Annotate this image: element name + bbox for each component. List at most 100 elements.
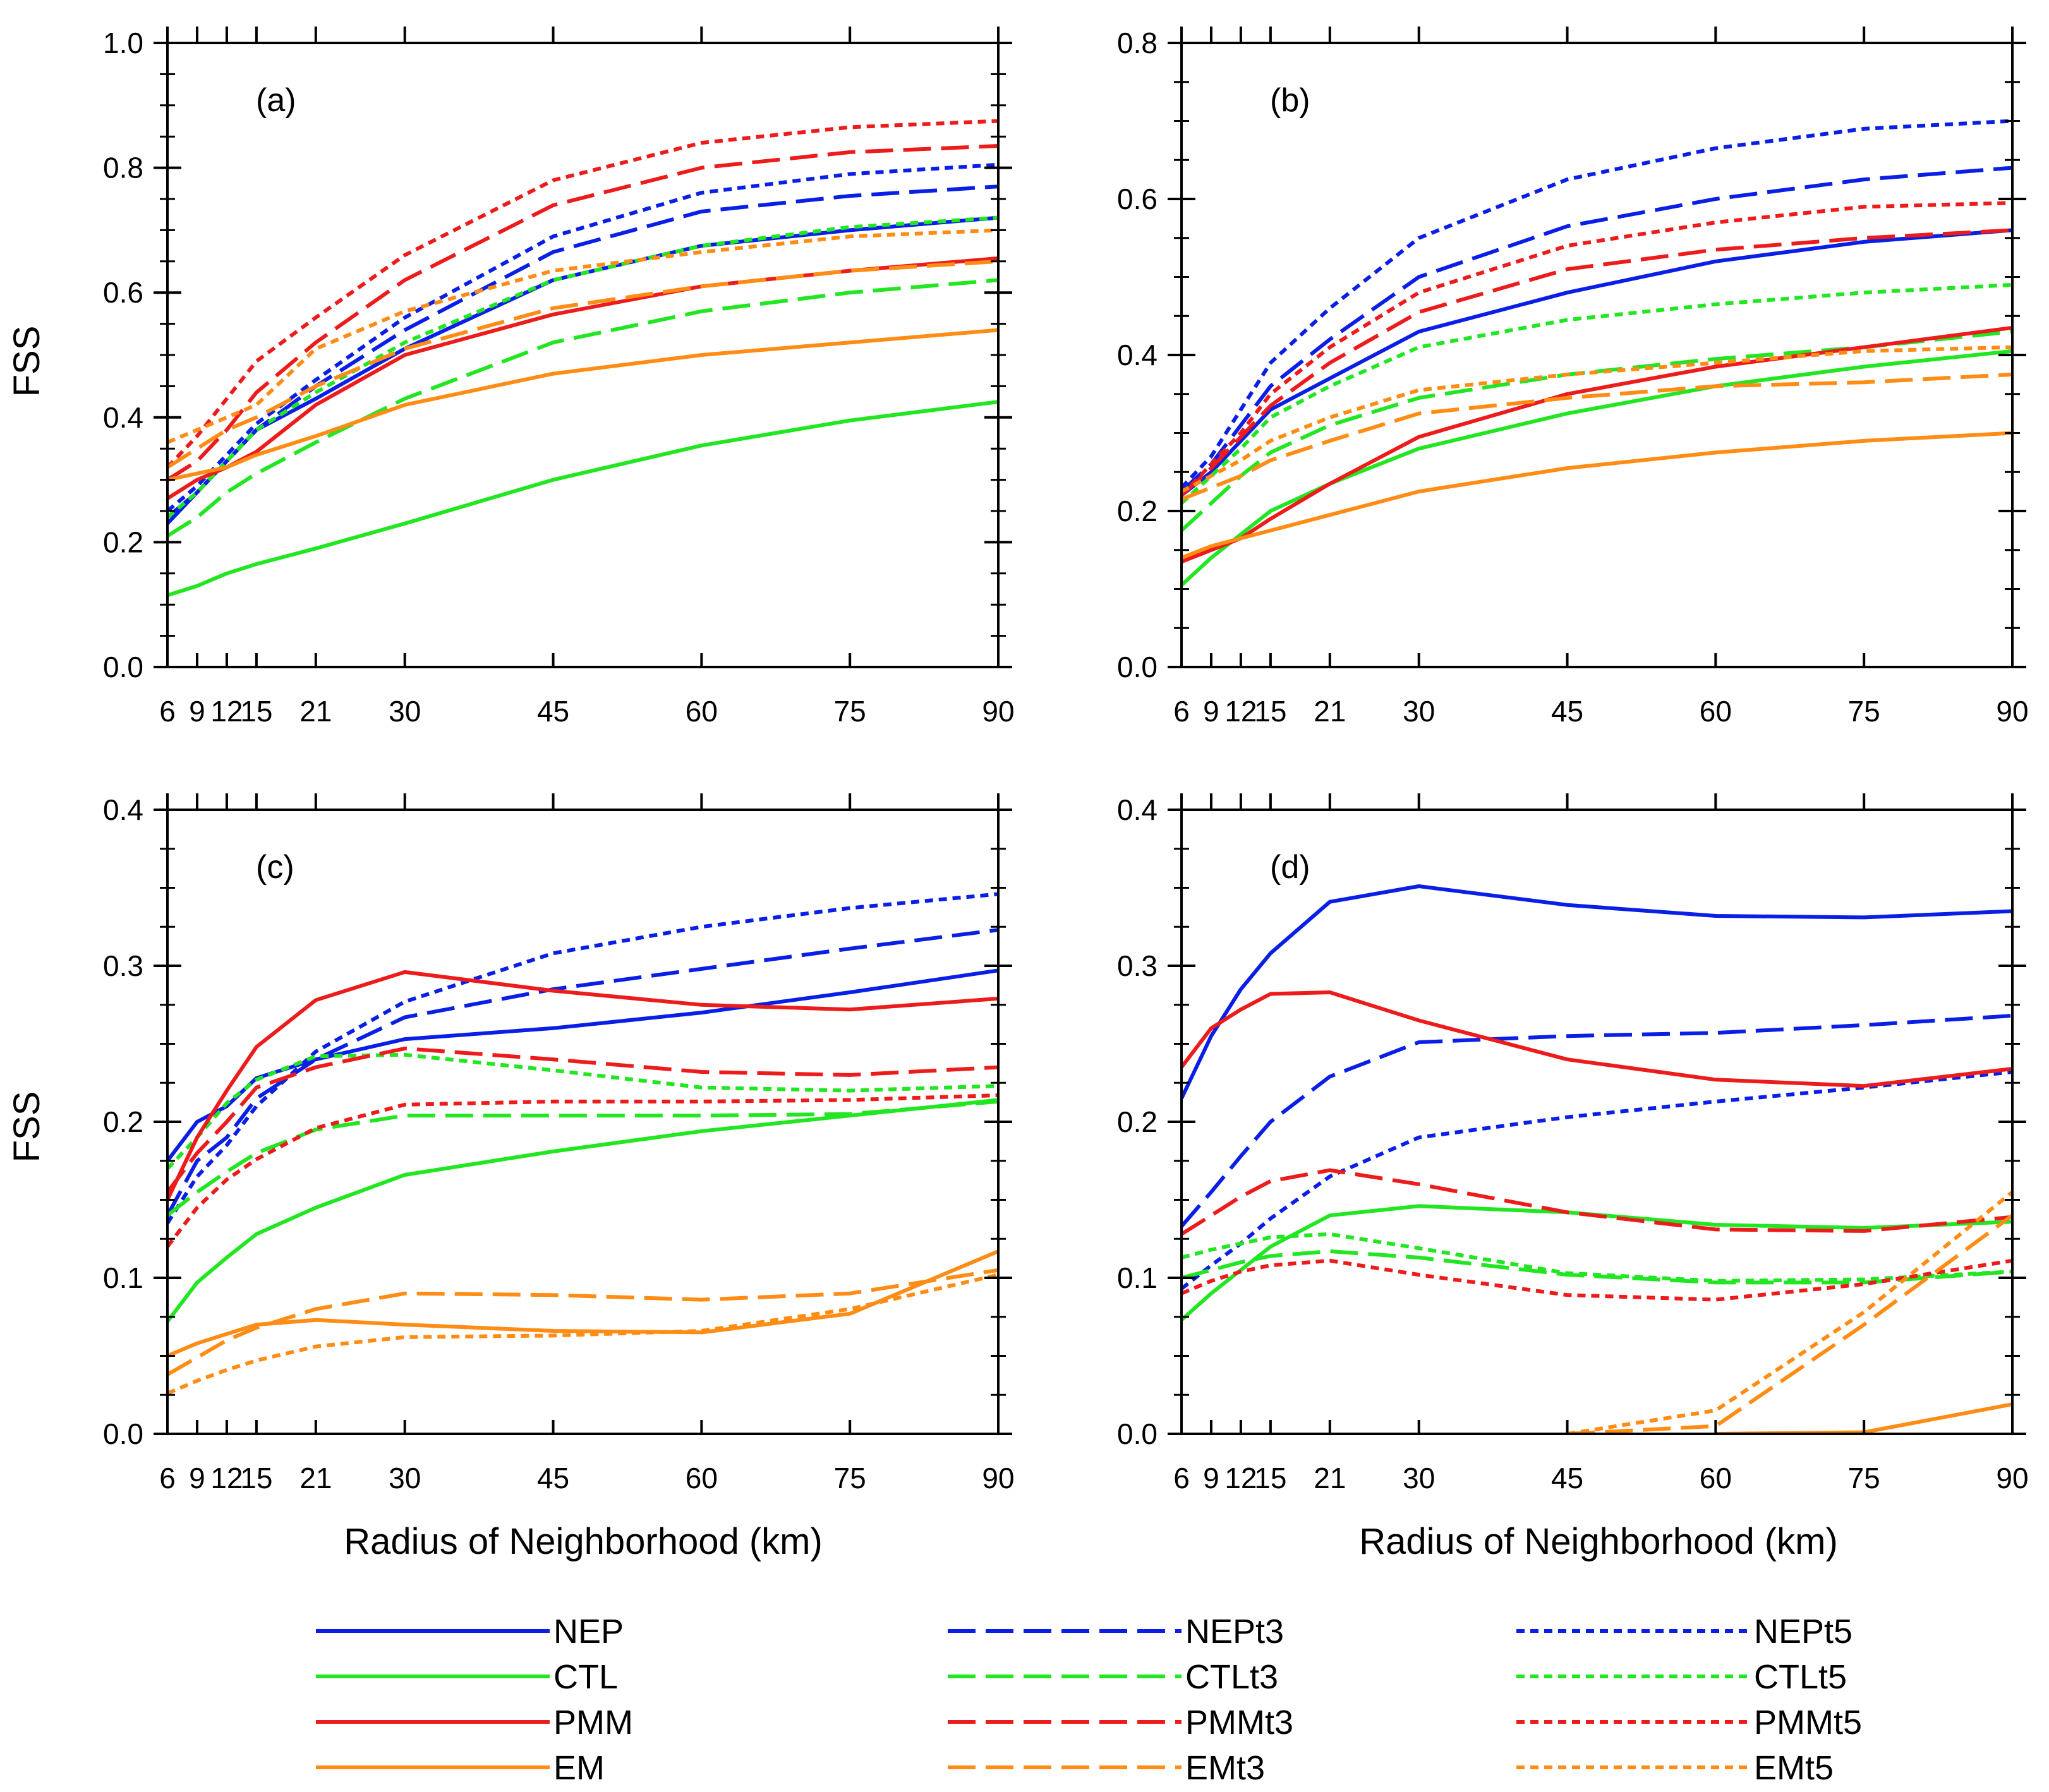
series-line-emt5 [167,1273,998,1395]
x-tick-label: 45 [537,1462,569,1494]
y-tick-label: 0.3 [1117,949,1157,982]
series-line-pmmt3 [167,144,998,482]
legend-item-nept3: NEPt3 [948,1613,1284,1651]
x-tick-label: 21 [1314,695,1346,728]
legend-label: NEP [553,1613,624,1651]
plot-frame [1180,42,2014,668]
x-tick-label: 75 [834,695,866,728]
legend-item-pmmt3: PMMt3 [948,1704,1293,1741]
series-line-em [1182,431,2012,560]
series-group [167,119,998,598]
series-line-nept3 [1182,165,2012,493]
series-line-pmm [167,970,998,1201]
x-tick-label: 75 [1848,695,1880,728]
xlabel-right: Radius of Neighborhood (km) [1359,1521,1838,1562]
y-tick-label: 0.0 [103,1417,143,1450]
series-line-ctlt3 [1182,1249,2012,1285]
y-tick-label: 0.4 [1117,793,1157,826]
series-line-nep [1182,884,2012,1100]
legend-item-ctl: CTL [316,1658,618,1696]
x-tick-label: 6 [1173,1462,1190,1494]
legend-label: PMMt5 [1754,1704,1862,1741]
y-tick-label: 0.4 [103,401,143,434]
legend-item-pmm: PMM [316,1704,633,1741]
x-tick-label: 15 [240,695,272,728]
x-tick-label: 9 [189,1462,205,1494]
x-tick-label: 12 [210,1462,243,1494]
x-tick-label: 9 [1203,1462,1219,1494]
series-line-nept5 [167,892,998,1225]
legend-label: EMt5 [1754,1749,1834,1787]
series-line-emt3 [167,1268,998,1376]
y-tick-label: 0.2 [1117,495,1157,527]
y-tick-label: 0.0 [103,651,143,683]
x-tick-label: 60 [686,695,718,728]
x-tick-label: 60 [1700,695,1732,728]
series-line-ctlt5 [1182,1232,2012,1283]
series-line-nept3 [167,928,998,1217]
legend-item-nep: NEP [316,1613,624,1651]
y-tick-label: 0.1 [1117,1261,1157,1294]
x-tick-label: 21 [299,1462,332,1494]
series-line-nept5 [1182,1070,2012,1290]
x-tick-label: 6 [159,695,176,728]
series-line-ctlt5 [167,215,998,519]
ylabel-top: FSS [6,326,47,397]
y-tick-label: 0.8 [1117,27,1157,59]
x-tick-label: 90 [982,1462,1014,1494]
panel-label: (b) [1270,82,1310,119]
x-tick-label: 21 [299,695,332,728]
legend-label: NEPt5 [1754,1613,1853,1651]
legend-label: CTLt3 [1185,1658,1278,1696]
x-tick-label: 6 [1173,695,1190,728]
legend-label: EMt3 [1185,1749,1265,1787]
series-line-pmmt3 [1182,228,2012,497]
x-tick-label: 12 [1224,1462,1257,1494]
x-tick-label: 60 [1700,1462,1732,1494]
legend-label: PMM [553,1704,633,1741]
y-tick-label: 1.0 [103,27,143,59]
series-line-ctlt3 [167,1099,998,1217]
legend-label: PMMt3 [1185,1704,1293,1741]
x-tick-label: 45 [537,695,569,728]
x-tick-label: 9 [1203,695,1219,728]
y-tick-label: 0.8 [103,152,143,184]
x-tick-label: 30 [389,695,421,728]
y-tick-label: 0.2 [103,1105,143,1138]
series-line-nept5 [1182,119,2012,490]
x-tick-label: 15 [240,1462,272,1494]
x-tick-label: 15 [1254,695,1286,728]
x-tick-label: 21 [1314,1462,1346,1494]
x-tick-label: 75 [1848,1462,1880,1494]
series-line-em [167,328,998,482]
x-tick-label: 12 [210,695,243,728]
panel-label: (d) [1270,849,1310,886]
legend: NEP CTL PMM EM NEPt3 CTLt3 PMMt3 EMt3 NEPt5 CTLt5… [316,1613,1862,1787]
legend-item-ctlt3: CTLt3 [948,1658,1278,1696]
series-group [1182,119,2012,587]
series-line-pmmt5 [167,1093,998,1248]
x-tick-label: 90 [1996,695,2028,728]
plot-frame [1180,809,2014,1435]
plot-frame [166,809,1000,1435]
x-tick-label: 75 [834,1462,866,1494]
series-line-ctlt3 [167,278,998,538]
series-group [167,892,998,1395]
ylabel-bottom: FSS [6,1091,47,1163]
xlabel-left: Radius of Neighborhood (km) [344,1521,823,1562]
y-tick-label: 0.3 [103,949,143,982]
panel-label: (a) [256,82,296,119]
legend-item-ctlt5: CTLt5 [1516,1658,1847,1696]
y-tick-label: 0.6 [103,276,143,309]
series-line-emt5 [1567,1190,2012,1434]
x-tick-label: 15 [1254,1462,1286,1494]
legend-label: EM [553,1749,605,1787]
x-tick-label: 12 [1224,695,1257,728]
series-line-em [167,1249,998,1358]
x-tick-label: 30 [1403,695,1435,728]
series-line-ctl [1182,349,2012,587]
x-tick-label: 45 [1551,695,1583,728]
legend-item-emt5: EMt5 [1516,1749,1834,1787]
